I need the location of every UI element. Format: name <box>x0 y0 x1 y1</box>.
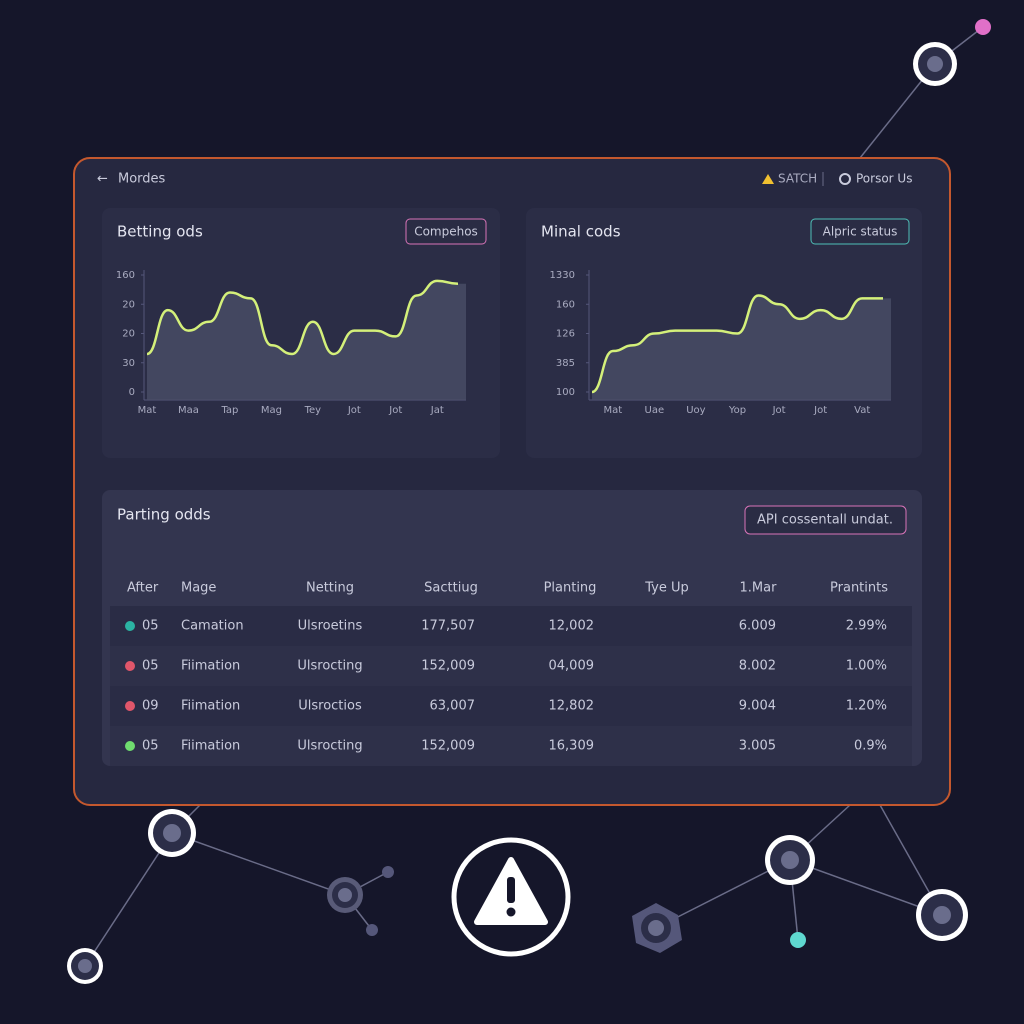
x-tick-label: Mat <box>603 405 622 416</box>
y-tick-label: 0 <box>129 387 135 398</box>
y-tick-label: 100 <box>556 387 575 398</box>
user-label[interactable]: Porsor Us <box>856 172 912 186</box>
x-tick-label: Yop <box>728 405 746 416</box>
table-cell: Ulsrocting <box>297 659 362 674</box>
table-cell: 177,507 <box>421 619 475 634</box>
search-label[interactable]: SATCH <box>778 172 817 186</box>
chart-button-label[interactable]: Compehos <box>414 225 478 239</box>
table-cell: 05 <box>142 739 159 754</box>
table-cell: Fiimation <box>181 699 240 714</box>
table-row <box>110 606 912 646</box>
table-button-label[interactable]: API cossentall undat. <box>757 513 893 528</box>
x-tick-label: Mat <box>138 405 157 416</box>
y-tick-label: 160 <box>116 270 135 281</box>
y-tick-label: 160 <box>556 299 575 310</box>
chart-button[interactable] <box>405 218 487 245</box>
table-cell: Ulsroctios <box>298 699 362 714</box>
table-button[interactable] <box>744 505 907 535</box>
x-tick-label: Mag <box>261 405 282 416</box>
table-cell: 1.20% <box>846 699 887 714</box>
table-cell: 09 <box>142 699 159 714</box>
chart-button[interactable] <box>810 218 910 245</box>
table-row <box>110 726 912 766</box>
y-tick-label: 385 <box>556 358 575 369</box>
column-header: Prantints <box>830 581 888 596</box>
network-nodes <box>67 19 991 984</box>
chart-button-label[interactable]: Alpric status <box>823 225 898 239</box>
x-tick-label: Jot <box>813 405 827 416</box>
table-cell: 8.002 <box>739 659 776 674</box>
line <box>591 294 883 394</box>
back-arrow[interactable]: ← <box>97 172 108 187</box>
chart-title: Betting ods <box>117 223 203 241</box>
y-tick-label: 20 <box>122 329 135 340</box>
y-tick-label: 20 <box>122 299 135 310</box>
table-cell: 2.99% <box>846 619 887 634</box>
table-cell: 152,009 <box>421 659 475 674</box>
table-title: Parting odds <box>117 506 211 524</box>
y-tick-label: 1330 <box>550 270 575 281</box>
x-tick-label: Uoy <box>686 405 705 416</box>
x-tick-label: Maa <box>178 405 199 416</box>
line <box>146 279 459 356</box>
table-cell: Camation <box>181 619 244 634</box>
status-dot <box>125 741 135 751</box>
table-cell: 3.005 <box>739 739 776 754</box>
x-tick-label: Tey <box>304 405 322 416</box>
table-cell: 04,009 <box>549 659 595 674</box>
x-tick-label: Tap <box>220 405 238 416</box>
table-cell: 152,009 <box>421 739 475 754</box>
column-header: Netting <box>306 581 354 596</box>
table-cell: 0.9% <box>854 739 887 754</box>
table-cell: 1.00% <box>846 659 887 674</box>
table-cell: 12,802 <box>549 699 595 714</box>
status-dot <box>125 621 135 631</box>
table-cell: 9.004 <box>739 699 776 714</box>
table-cell: 05 <box>142 659 159 674</box>
column-header: Sacttiug <box>424 581 478 596</box>
y-tick-label: 30 <box>122 358 135 369</box>
column-header: Planting <box>544 581 597 596</box>
y-tick-label: 126 <box>556 329 575 340</box>
table-cell: 16,309 <box>549 739 595 754</box>
table-cell: 12,002 <box>549 619 595 634</box>
area <box>147 280 466 400</box>
x-tick-label: Jot <box>772 405 786 416</box>
x-tick-label: Uae <box>645 405 665 416</box>
table-cell: Ulsrocting <box>297 739 362 754</box>
status-dot <box>125 661 135 671</box>
table-cell: 6.009 <box>739 619 776 634</box>
table-cell: 05 <box>142 619 159 634</box>
x-tick-label: Jat <box>430 405 444 416</box>
x-tick-label: Jot <box>388 405 402 416</box>
search-icon <box>762 174 774 184</box>
table-cell: Fiimation <box>181 659 240 674</box>
table-cell: Ulsroetins <box>298 619 363 634</box>
user-icon <box>839 173 851 185</box>
column-header: 1.Mar <box>740 581 778 596</box>
table-cell: 63,007 <box>430 699 476 714</box>
column-header: After <box>127 581 159 596</box>
column-header: Mage <box>181 581 216 596</box>
table-cell: Fiimation <box>181 739 240 754</box>
x-tick-label: Vat <box>854 405 870 416</box>
column-header: Tye Up <box>644 581 689 596</box>
chart-title: Minal cods <box>541 223 621 241</box>
area <box>592 295 891 400</box>
table-row <box>110 686 912 726</box>
back-label[interactable]: Mordes <box>118 172 166 187</box>
x-tick-label: Jot <box>347 405 361 416</box>
status-dot <box>125 701 135 711</box>
table-row <box>110 646 912 686</box>
